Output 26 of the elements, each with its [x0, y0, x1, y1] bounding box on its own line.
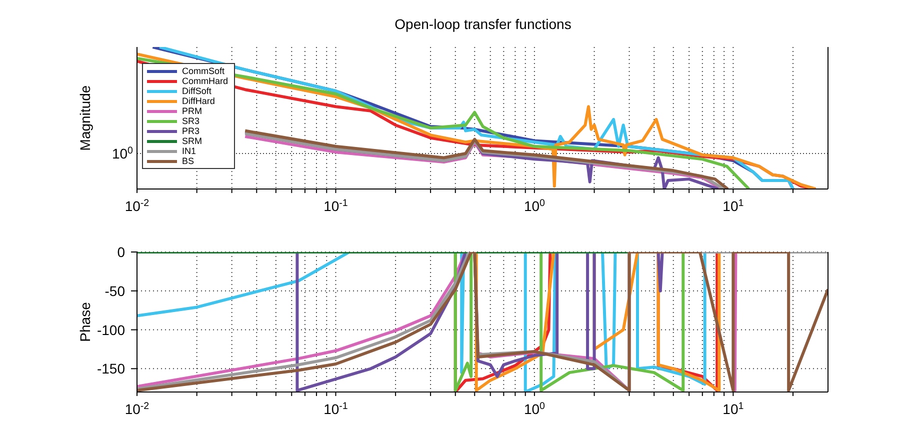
legend-label: SRM: [182, 136, 202, 146]
y-tick-label: -150: [96, 360, 126, 377]
legend-label: PR3: [182, 126, 200, 136]
y-tick-label: -100: [96, 322, 126, 338]
x-tick-label: 10$^{0}$: [524, 198, 546, 214]
ref-line-label: 10$^{0}$: [112, 145, 134, 162]
x-tick-label: 10$^{1}$: [722, 198, 744, 214]
x-tick-label: 10$^{-1}$: [324, 400, 348, 417]
legend-label: IN1: [182, 146, 196, 156]
legend-label: DiffHard: [182, 96, 215, 106]
y-tick-label: -50: [104, 282, 126, 299]
legend-label: BS: [182, 156, 194, 166]
legend-label: DiffSoft: [182, 86, 212, 96]
x-tick-label: 10$^{-2}$: [124, 400, 150, 417]
y-tick-label: 0: [117, 244, 126, 260]
legend-label: CommHard: [182, 76, 228, 86]
legend-label: SR3: [182, 116, 200, 126]
x-tick-label: 10$^{0}$: [524, 400, 546, 417]
y-axis-title: Phase: [77, 302, 93, 342]
x-tick-label: 10$^{-2}$: [124, 198, 150, 214]
legend-label: PRM: [182, 106, 202, 116]
x-tick-label: 10$^{1}$: [722, 400, 744, 417]
legend-label: CommSoft: [182, 66, 225, 76]
y-axis-title: Magnitude: [77, 85, 93, 151]
chart-title: Open-loop transfer functions: [394, 16, 572, 32]
x-tick-label: 10$^{-1}$: [324, 198, 348, 214]
